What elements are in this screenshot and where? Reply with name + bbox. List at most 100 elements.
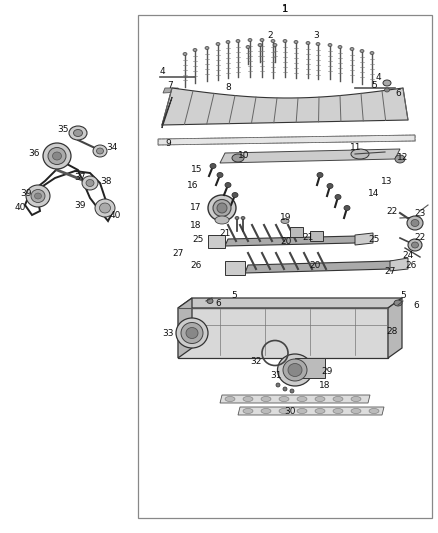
Ellipse shape [395, 155, 405, 163]
Text: 6: 6 [413, 301, 419, 310]
Polygon shape [208, 235, 225, 248]
Polygon shape [225, 236, 358, 246]
Polygon shape [310, 231, 323, 241]
Ellipse shape [99, 203, 110, 213]
Text: 11: 11 [350, 143, 362, 152]
Text: 2: 2 [267, 30, 273, 39]
Text: 13: 13 [381, 176, 393, 185]
Text: 39: 39 [74, 201, 86, 211]
Polygon shape [245, 261, 393, 273]
Text: 32: 32 [250, 357, 261, 366]
Bar [295, 358, 325, 378]
Ellipse shape [74, 130, 82, 136]
Text: 8: 8 [225, 84, 231, 93]
Text: 38: 38 [100, 176, 112, 185]
Ellipse shape [95, 199, 115, 217]
Text: 3: 3 [313, 31, 319, 41]
Text: 5: 5 [231, 292, 237, 301]
Ellipse shape [369, 408, 379, 414]
Ellipse shape [213, 199, 231, 216]
Text: 18: 18 [190, 222, 202, 230]
Ellipse shape [288, 364, 302, 376]
Text: 37: 37 [74, 173, 86, 182]
Text: 7: 7 [167, 80, 173, 90]
Polygon shape [225, 261, 245, 275]
Text: 27: 27 [384, 266, 396, 276]
Text: 6: 6 [395, 88, 401, 98]
Ellipse shape [246, 45, 250, 49]
Ellipse shape [383, 80, 391, 86]
Ellipse shape [210, 164, 216, 168]
Ellipse shape [208, 195, 236, 221]
Ellipse shape [316, 43, 320, 45]
Text: 18: 18 [319, 382, 331, 391]
Text: 19: 19 [280, 214, 292, 222]
Polygon shape [388, 298, 402, 358]
Ellipse shape [241, 216, 245, 220]
Ellipse shape [217, 173, 223, 177]
Text: 12: 12 [397, 152, 409, 161]
Ellipse shape [236, 39, 240, 43]
Polygon shape [355, 233, 373, 245]
Text: 29: 29 [321, 367, 333, 376]
Ellipse shape [273, 44, 277, 46]
Polygon shape [220, 395, 370, 403]
Ellipse shape [394, 300, 402, 306]
Ellipse shape [279, 397, 289, 401]
Ellipse shape [328, 44, 332, 46]
Ellipse shape [69, 126, 87, 140]
Ellipse shape [216, 43, 220, 45]
Text: 33: 33 [162, 328, 174, 337]
Ellipse shape [48, 148, 66, 165]
Ellipse shape [96, 148, 103, 154]
Text: 27: 27 [172, 248, 184, 257]
Text: 16: 16 [187, 182, 199, 190]
Ellipse shape [306, 42, 310, 44]
Ellipse shape [317, 173, 323, 177]
Ellipse shape [276, 383, 280, 387]
Text: 31: 31 [270, 370, 282, 379]
Ellipse shape [351, 397, 361, 401]
Text: 22: 22 [386, 206, 398, 215]
Ellipse shape [297, 408, 307, 414]
Polygon shape [238, 407, 384, 415]
Text: 1: 1 [282, 4, 288, 14]
Ellipse shape [260, 38, 264, 42]
Text: 40: 40 [110, 211, 121, 220]
Ellipse shape [411, 242, 418, 248]
Text: 5: 5 [371, 82, 377, 91]
Text: 22: 22 [414, 232, 426, 241]
Text: 28: 28 [386, 327, 398, 335]
Ellipse shape [350, 47, 354, 51]
Ellipse shape [411, 220, 419, 227]
Text: 15: 15 [191, 165, 203, 174]
Ellipse shape [261, 397, 271, 401]
Ellipse shape [283, 39, 287, 43]
Polygon shape [158, 135, 415, 145]
Ellipse shape [82, 176, 98, 190]
Ellipse shape [205, 46, 209, 50]
Ellipse shape [243, 397, 253, 401]
Text: 20: 20 [280, 238, 292, 246]
Text: 25: 25 [192, 236, 204, 245]
Text: 10: 10 [238, 150, 250, 159]
Ellipse shape [327, 183, 333, 189]
Ellipse shape [31, 190, 45, 203]
Ellipse shape [183, 52, 187, 55]
Ellipse shape [279, 408, 289, 414]
Ellipse shape [385, 88, 389, 92]
Ellipse shape [217, 203, 227, 213]
Polygon shape [178, 298, 402, 308]
Text: 17: 17 [190, 204, 202, 213]
Text: 1: 1 [282, 4, 288, 13]
Ellipse shape [243, 408, 253, 414]
Text: 21: 21 [302, 232, 314, 241]
Ellipse shape [225, 182, 231, 188]
Ellipse shape [181, 322, 203, 343]
Ellipse shape [207, 298, 213, 303]
Ellipse shape [281, 219, 289, 223]
Polygon shape [178, 298, 192, 358]
Text: 14: 14 [368, 189, 380, 198]
Text: 34: 34 [106, 142, 118, 151]
Ellipse shape [43, 143, 71, 169]
